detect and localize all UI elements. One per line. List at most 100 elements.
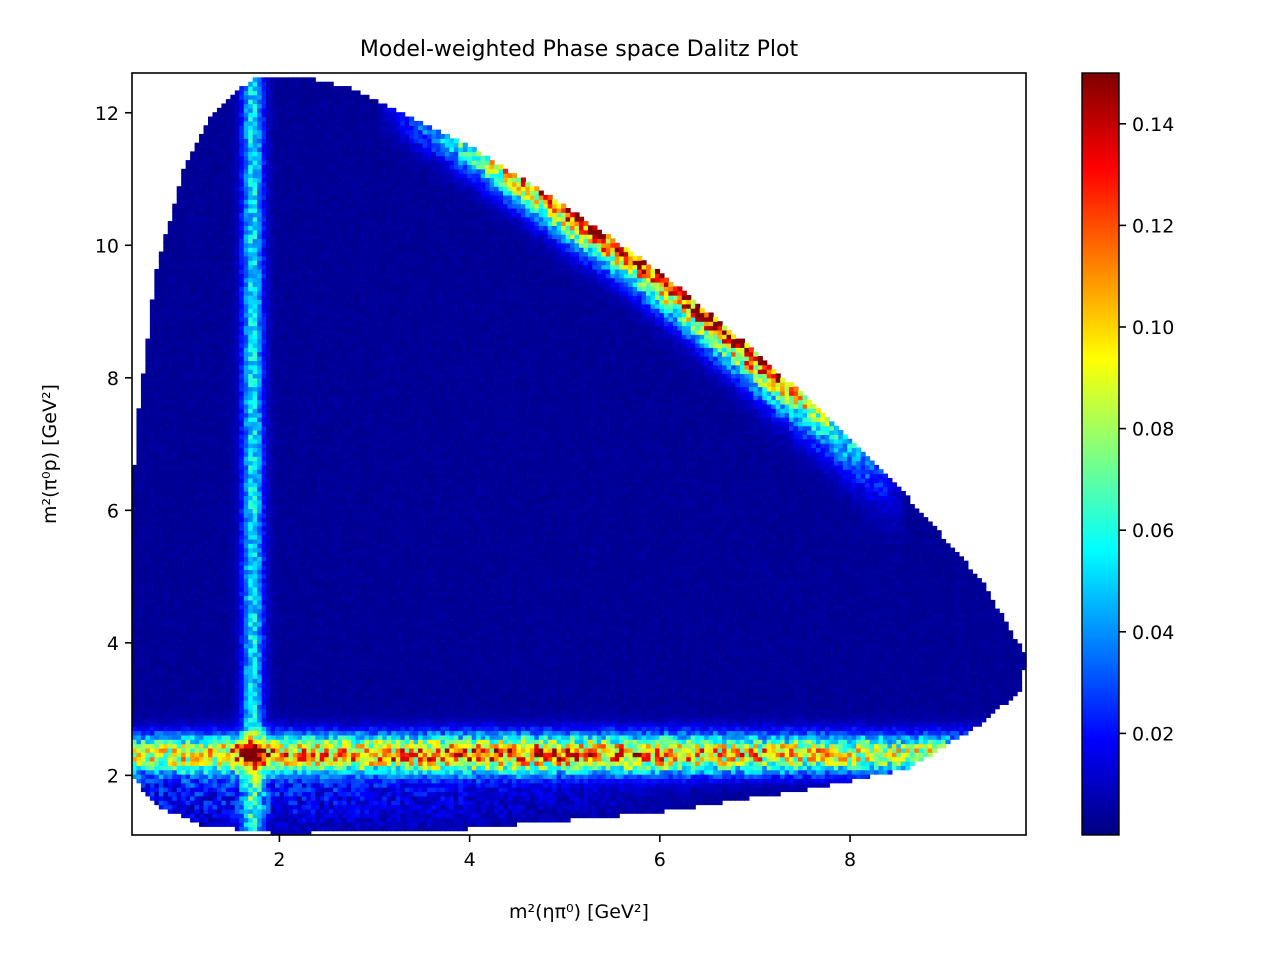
heatmap-cell <box>190 704 196 710</box>
heatmap-cell <box>176 377 182 383</box>
heatmap-cell <box>239 216 245 222</box>
heatmap-cell <box>145 486 151 492</box>
heatmap-cell <box>270 608 276 614</box>
heatmap-cell <box>239 107 245 113</box>
heatmap-cell <box>270 747 276 753</box>
heatmap-cell <box>185 765 191 771</box>
heatmap-cell <box>212 682 218 688</box>
heatmap-cell <box>275 765 281 771</box>
heatmap-cell <box>216 329 222 335</box>
heatmap-cell <box>225 212 231 218</box>
heatmap-cell <box>225 578 231 584</box>
heatmap-cell <box>257 282 263 287</box>
heatmap-cell <box>194 538 200 544</box>
heatmap-cell <box>243 804 249 810</box>
heatmap-cell <box>172 774 178 779</box>
heatmap-cell <box>199 338 205 344</box>
heatmap-cell <box>225 155 231 161</box>
heatmap-cell <box>216 739 222 745</box>
heatmap-cell <box>270 517 276 523</box>
heatmap-cell <box>203 765 209 771</box>
heatmap-cell <box>279 800 285 806</box>
heatmap-cell <box>216 325 222 331</box>
heatmap-cell <box>163 416 169 422</box>
heatmap-cell <box>270 673 276 679</box>
heatmap-cell <box>167 334 173 340</box>
heatmap-cell <box>243 238 249 244</box>
heatmap-cell <box>279 682 285 688</box>
heatmap-cell <box>221 351 227 357</box>
heatmap-cell <box>239 682 245 688</box>
heatmap-cell <box>266 181 272 187</box>
heatmap-cell <box>252 739 258 745</box>
heatmap-cell <box>167 382 173 388</box>
heatmap-cell <box>239 342 245 348</box>
heatmap-cell <box>149 665 155 671</box>
heatmap-cell <box>158 678 164 684</box>
heatmap-cell <box>248 656 254 662</box>
heatmap-cell <box>194 586 200 592</box>
heatmap-cell <box>207 582 214 588</box>
heatmap-cell <box>266 190 272 196</box>
heatmap-cell <box>216 778 222 784</box>
heatmap-cell <box>248 434 254 440</box>
heatmap-cell <box>185 634 191 640</box>
heatmap-cell <box>252 347 258 353</box>
heatmap-cell <box>275 247 281 253</box>
heatmap-cell <box>221 416 227 422</box>
heatmap-cell <box>266 264 272 270</box>
heatmap-cell <box>136 447 142 453</box>
heatmap-cell <box>257 90 263 96</box>
heatmap-cell <box>212 604 218 610</box>
heatmap-cell <box>163 312 169 318</box>
heatmap-cell <box>185 673 191 679</box>
heatmap-cell <box>257 290 263 296</box>
heatmap-cell <box>194 691 200 697</box>
heatmap-cell <box>194 290 200 296</box>
heatmap-cell <box>176 360 182 366</box>
heatmap-cell <box>266 739 272 745</box>
heatmap-cell <box>257 473 263 479</box>
heatmap-cell <box>154 630 160 636</box>
heatmap-cell <box>176 421 182 427</box>
heatmap-cell <box>199 382 205 388</box>
heatmap-cell <box>225 255 231 261</box>
heatmap-cell <box>243 499 249 505</box>
heatmap-cell <box>140 534 147 540</box>
heatmap-cell <box>185 787 191 793</box>
heatmap-cell <box>207 739 214 745</box>
heatmap-cell <box>248 356 254 361</box>
heatmap-cell <box>132 717 138 723</box>
heatmap-cell <box>185 225 191 231</box>
heatmap-cell <box>248 813 254 819</box>
heatmap-cell <box>234 251 240 257</box>
heatmap-cell <box>257 164 263 170</box>
heatmap-cell <box>252 695 258 701</box>
heatmap-cell <box>257 695 263 701</box>
heatmap-cell <box>261 669 267 675</box>
heatmap-cell <box>221 695 227 701</box>
heatmap-cell <box>243 647 249 653</box>
heatmap-cell <box>225 547 231 553</box>
heatmap-cell <box>140 460 147 466</box>
heatmap-cell <box>225 107 231 113</box>
heatmap-cell <box>149 691 155 697</box>
heatmap-cell <box>239 538 245 544</box>
heatmap-cell <box>163 434 169 440</box>
heatmap-cell <box>239 116 245 122</box>
heatmap-cell <box>279 678 285 684</box>
heatmap-cell <box>252 81 258 87</box>
heatmap-cell <box>252 599 258 605</box>
heatmap-cell <box>212 229 218 235</box>
heatmap-cell <box>185 212 191 218</box>
heatmap-cell <box>167 434 173 440</box>
heatmap-cell <box>207 743 214 749</box>
heatmap-cell <box>234 813 240 819</box>
heatmap-cell <box>181 273 187 279</box>
heatmap-cell <box>252 251 258 257</box>
heatmap-cell <box>216 769 222 775</box>
heatmap-cell <box>194 734 200 740</box>
heatmap-cell <box>194 430 200 435</box>
heatmap-cell <box>199 255 205 261</box>
heatmap-cell <box>181 364 187 370</box>
